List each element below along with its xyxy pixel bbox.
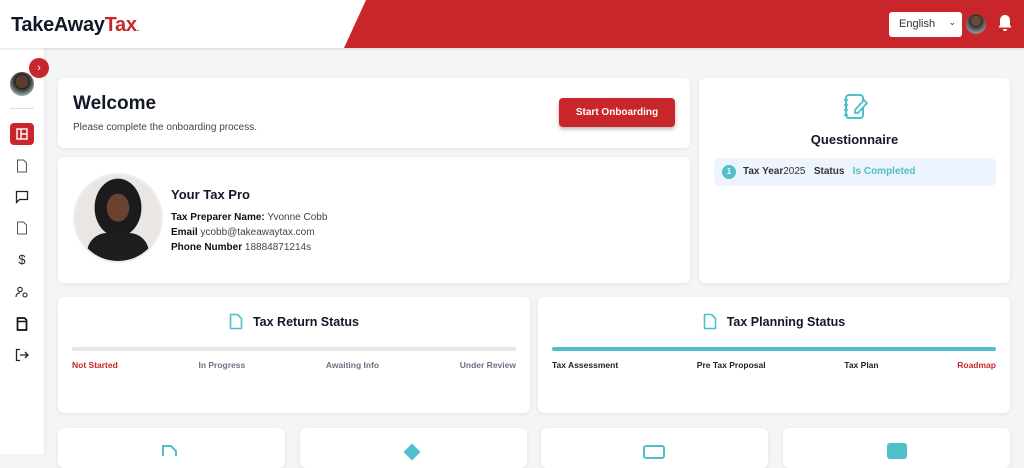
tax-planning-status-title: Tax Planning Status [552,313,996,330]
sidebar-item-account-settings[interactable] [10,281,34,303]
tax-pro-card [58,157,690,283]
sidebar-item-documents[interactable] [10,155,34,177]
file-icon [17,221,27,235]
top-header: TakeAwayTax. English ⌄ [0,0,1024,48]
sidebar-item-logout[interactable] [10,344,34,366]
chevron-down-icon: ⌄ [948,17,956,27]
sidebar-toggle-button[interactable]: › [29,58,49,78]
sidebar [0,48,44,454]
file-icon [229,313,243,330]
status-step: Under Review [459,360,516,370]
tax-return-status-title: Tax Return Status [72,313,516,330]
sidebar-item-messages[interactable] [10,186,34,208]
bottom-card-1[interactable] [58,428,285,468]
row-number-badge: 1 [722,165,736,179]
questionnaire-title: Questionnaire [810,132,899,147]
tax-preparer-name: Tax Preparer Name: Yvonne Cobb [171,212,328,223]
status-step: Roadmap [957,360,996,370]
file-icon [703,313,717,330]
language-select[interactable]: English ⌄ [889,12,962,37]
tax-return-steps: Not Started In Progress Awaiting Info Under… [72,360,516,370]
start-onboarding-button[interactable]: Start Onboarding [559,98,675,127]
sidebar-divider [10,108,34,109]
tax-planning-status-card: Tax Planning Status Tax Assessment Pre Ta… [538,297,1010,413]
sidebar-avatar[interactable] [10,72,34,96]
file-icon [162,445,177,456]
report-icon [887,443,907,459]
status-step: Not Started [72,360,118,370]
user-avatar[interactable] [966,14,986,34]
status-step: In Progress [198,360,246,370]
questionnaire-row[interactable]: 1 Tax Year2025 Status Is Completed [714,158,996,186]
tax-planning-progress-bar [552,347,996,351]
sidebar-item-payments[interactable]: $ [10,248,34,270]
chat-icon [15,190,29,204]
header-red-band [344,0,1024,48]
tax-pro-email: Email ycobb@takeawaytax.com [171,227,315,238]
welcome-title: Welcome [73,93,157,114]
bell-icon[interactable] [997,14,1013,32]
document-filled-icon [16,317,28,331]
layout-icon [16,128,28,140]
dollar-icon: $ [18,251,26,267]
file-icon [17,159,27,173]
sidebar-item-dashboard[interactable] [10,123,34,145]
tax-pro-title: Your Tax Pro [171,187,250,202]
notebook-pen-icon [844,94,868,119]
tax-pro-photo [73,173,163,263]
tax-return-status-card: Tax Return Status Not Started In Progress… [58,297,530,413]
user-gear-icon [15,286,28,298]
welcome-subtitle: Please complete the onboarding process. [73,122,258,133]
tax-planning-steps: Tax Assessment Pre Tax Proposal Tax Plan Ro… [552,360,996,370]
tax-return-progress-bar [72,347,516,351]
status-step: Tax Assessment [552,360,619,370]
sidebar-item-returns[interactable] [10,313,34,335]
sidebar-item-forms[interactable] [10,217,34,239]
status-step: Awaiting Info [325,360,380,370]
logout-icon [15,348,29,362]
status-step: Pre Tax Proposal [696,360,766,370]
status-badge: Is Completed [852,166,916,177]
money-icon [403,443,421,461]
tax-pro-phone: Phone Number 18884871214s [171,242,312,253]
status-step: Tax Plan [844,360,879,370]
bottom-card-4[interactable] [783,428,1010,468]
monitor-icon [643,445,665,459]
bottom-card-3[interactable] [541,428,768,468]
logo[interactable]: TakeAwayTax. [11,14,139,36]
bottom-card-2[interactable] [300,428,527,468]
